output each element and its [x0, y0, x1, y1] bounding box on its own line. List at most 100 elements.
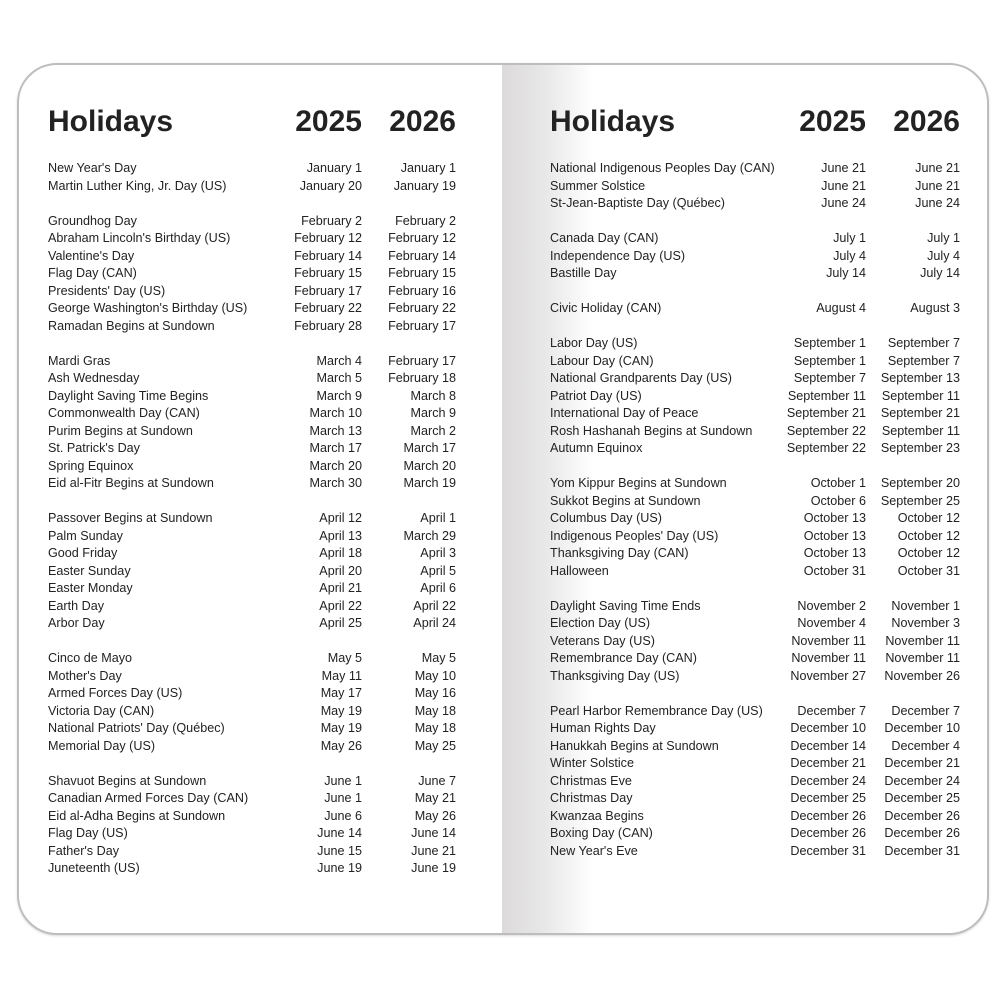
date-2025: April 25: [319, 616, 362, 630]
date-2026: June 21: [915, 178, 960, 193]
date-2025: February 15: [294, 266, 362, 280]
holiday-row: St. Patrick's Day March 17 March 17: [48, 440, 456, 458]
holiday-row: International Day of Peace September 21 Se…: [550, 405, 960, 423]
date-2025: February 12: [294, 231, 362, 245]
holiday-name: Father's Day: [48, 843, 119, 858]
holiday-group: Shavuot Begins at Sundown June 1 June 7 Can…: [48, 773, 456, 878]
holiday-name: Easter Sunday: [48, 563, 131, 578]
holiday-row: Purim Begins at Sundown March 13 March 2: [48, 423, 456, 441]
date-2026: February 17: [388, 318, 456, 333]
date-2025: December 10: [790, 721, 866, 735]
holiday-name: Summer Solstice: [550, 178, 646, 193]
holiday-row: Eid al-Adha Begins at Sundown June 6 May 2…: [48, 808, 456, 826]
holiday-name: Memorial Day (US): [48, 738, 156, 753]
holiday-row: Bastille Day July 14 July 14: [550, 265, 960, 283]
holiday-row: Martin Luther King, Jr. Day (US) January …: [48, 178, 456, 196]
date-2025: November 4: [797, 616, 866, 630]
holiday-row: Independence Day (US) July 4 July 4: [550, 248, 960, 266]
date-2025: October 1: [810, 476, 866, 490]
date-2025: November 2: [797, 598, 866, 613]
date-2026: February 2: [395, 213, 456, 228]
holiday-name: Veterans Day (US): [550, 633, 655, 648]
holiday-name: Labor Day (US): [550, 336, 638, 350]
left-page: Holidays 2025 2026 New Year's Day January…: [48, 65, 456, 933]
holiday-group: Canada Day (CAN) July 1 July 1 Independence…: [550, 230, 960, 283]
holiday-name: Sukkot Begins at Sundown: [550, 493, 701, 508]
date-2026: August 3: [910, 301, 960, 315]
holiday-group: Passover Begins at Sundown April 12 April …: [48, 510, 456, 633]
holiday-name: Independence Day (US): [550, 248, 686, 263]
holiday-name: Eid al-Fitr Begins at Sundown: [48, 476, 214, 490]
date-2025: May 17: [320, 686, 362, 700]
date-2025: June 1: [324, 773, 362, 788]
holiday-name: Boxing Day (CAN): [550, 826, 653, 840]
date-2025: January 1: [306, 161, 362, 175]
holiday-name: International Day of Peace: [550, 406, 699, 420]
date-2026: September 20: [880, 476, 960, 490]
date-2025: June 24: [821, 196, 866, 210]
holiday-row: Cinco de Mayo May 5 May 5: [48, 650, 456, 668]
holiday-row: Christmas Day December 25 December 25: [550, 790, 960, 808]
date-2025: October 6: [810, 493, 866, 508]
holiday-row: Halloween October 31 October 31: [550, 563, 960, 581]
holiday-name: Pearl Harbor Remembrance Day (US): [550, 703, 763, 718]
holiday-name: Shavuot Begins at Sundown: [48, 773, 207, 788]
holiday-row: Presidents' Day (US) February 17 February …: [48, 283, 456, 301]
date-2025: June 15: [317, 843, 362, 858]
date-2026: March 19: [403, 476, 457, 490]
date-2025: June 21: [821, 178, 866, 193]
date-2026: February 17: [388, 353, 456, 368]
date-2026: February 14: [388, 248, 456, 263]
holiday-row: Flag Day (CAN) February 15 February 15: [48, 265, 456, 283]
holiday-row: New Year's Eve December 31 December 31: [550, 843, 960, 861]
holiday-name: Patriot Day (US): [550, 388, 642, 403]
date-2026: September 11: [881, 388, 960, 403]
date-2026: April 1: [420, 511, 456, 525]
holiday-row: Remembrance Day (CAN) November 11 November…: [550, 650, 960, 668]
date-2025: September 1: [793, 353, 866, 368]
date-2026: December 26: [884, 826, 960, 840]
date-2026: June 21: [411, 843, 456, 858]
date-2025: April 22: [319, 598, 362, 613]
holiday-name: Civic Holiday (CAN): [550, 301, 662, 315]
date-2025: September 1: [793, 336, 866, 350]
date-2025: July 1: [833, 231, 866, 245]
date-2025: December 7: [797, 703, 866, 718]
date-2025: June 6: [324, 808, 362, 823]
holiday-row: Victoria Day (CAN) May 19 May 18: [48, 703, 456, 721]
holiday-row: Easter Monday April 21 April 6: [48, 580, 456, 598]
date-2025: April 20: [319, 563, 362, 578]
date-2026: June 24: [915, 196, 960, 210]
date-2026: January 19: [393, 178, 456, 193]
holiday-name: Christmas Day: [550, 791, 633, 805]
date-2026: September 13: [880, 371, 960, 385]
holiday-group: Labor Day (US) September 1 September 7 Labo…: [550, 335, 960, 458]
holiday-name: Bastille Day: [550, 266, 617, 280]
date-2025: May 11: [321, 668, 362, 683]
holiday-name: Winter Solstice: [550, 756, 634, 770]
date-2026: March 29: [403, 528, 457, 543]
date-2025: December 21: [790, 756, 866, 770]
date-2026: September 21: [880, 406, 960, 420]
date-2026: September 23: [880, 441, 960, 455]
date-2026: December 10: [884, 721, 960, 735]
holiday-row: Thanksgiving Day (US) November 27 November…: [550, 668, 960, 686]
holiday-row: Ash Wednesday March 5 February 18: [48, 370, 456, 388]
holiday-row: Earth Day April 22 April 22: [48, 598, 456, 616]
holiday-row: Thanksgiving Day (CAN) October 13 October …: [550, 545, 960, 563]
holiday-name: Ash Wednesday: [48, 371, 140, 385]
holiday-name: Autumn Equinox: [550, 441, 643, 455]
date-2025: November 11: [791, 651, 866, 665]
date-2025: June 21: [821, 161, 866, 175]
date-2026: March 17: [403, 441, 457, 455]
date-2026: September 11: [881, 423, 960, 438]
holiday-group: Civic Holiday (CAN) August 4 August 3: [550, 300, 960, 318]
holiday-name: Yom Kippur Begins at Sundown: [550, 476, 727, 490]
date-2025: February 2: [301, 213, 362, 228]
holiday-row: Winter Solstice December 21 December 21: [550, 755, 960, 773]
holiday-name: National Patriots' Day (Québec): [48, 721, 225, 735]
date-2026: December 24: [884, 773, 960, 788]
holiday-name: National Grandparents Day (US): [550, 371, 732, 385]
holiday-name: Spring Equinox: [48, 458, 134, 473]
date-2025: November 27: [790, 668, 866, 683]
